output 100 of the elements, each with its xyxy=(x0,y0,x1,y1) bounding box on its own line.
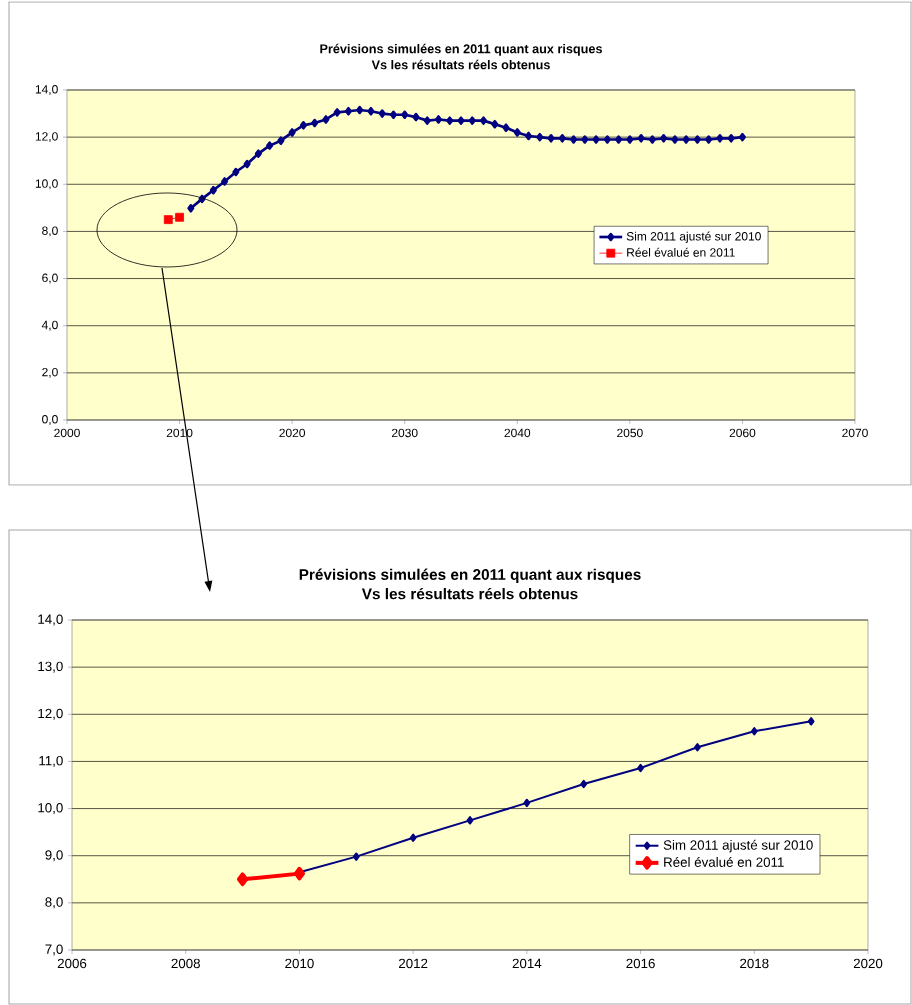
y-tick-label: 10,0 xyxy=(35,179,58,190)
point xyxy=(254,149,262,158)
legend-label: Sim 2011 ajusté sur 2010 xyxy=(626,231,761,243)
point xyxy=(547,134,555,143)
x-tick-label: 2070 xyxy=(842,428,868,438)
point xyxy=(570,135,578,144)
point xyxy=(356,105,364,115)
point xyxy=(525,131,533,141)
point xyxy=(468,116,476,125)
point xyxy=(807,717,815,726)
point xyxy=(466,816,474,825)
y-tick-label: 12,0 xyxy=(38,708,63,720)
point xyxy=(232,167,240,177)
y-tick-label: 4,0 xyxy=(41,320,58,331)
point xyxy=(322,115,330,124)
y-tick-label: 13,0 xyxy=(38,661,63,673)
y-tick-label: 6,0 xyxy=(42,273,58,284)
point xyxy=(409,833,417,842)
point xyxy=(694,743,701,752)
point xyxy=(479,116,488,125)
point xyxy=(660,134,668,143)
y-tick-label: 14,0 xyxy=(35,85,58,95)
point xyxy=(434,115,443,124)
point xyxy=(236,872,249,887)
y-tick-label: 9,0 xyxy=(45,850,63,862)
chart-subtitle: Vs les résultats réels obtenus xyxy=(361,587,578,600)
point xyxy=(389,110,397,120)
point xyxy=(523,798,531,808)
point xyxy=(502,123,510,132)
point xyxy=(536,132,544,142)
point xyxy=(581,135,589,144)
x-tick-label: 2018 xyxy=(740,958,769,969)
point xyxy=(716,134,724,143)
x-tick-label: 2008 xyxy=(171,958,200,969)
point xyxy=(491,119,499,129)
y-tick-label: 2,0 xyxy=(42,367,58,378)
y-tick-label: 7,0 xyxy=(45,944,63,956)
x-tick-label: 2060 xyxy=(729,428,756,438)
x-tick-label: 2016 xyxy=(626,958,655,969)
point xyxy=(209,185,217,195)
point xyxy=(615,135,623,144)
point xyxy=(671,135,679,144)
chart-subtitle: Vs les résultats réels obtenus xyxy=(371,59,550,70)
point xyxy=(648,135,656,144)
point xyxy=(344,106,352,116)
point xyxy=(446,116,454,125)
y-tick-label: 8,0 xyxy=(42,226,58,237)
legend-label: Sim 2011 ajusté sur 2010 xyxy=(663,839,813,853)
x-tick-label: 2040 xyxy=(504,428,531,438)
y-tick-label: 12,0 xyxy=(35,132,58,143)
point xyxy=(705,135,713,144)
point xyxy=(293,866,306,881)
legend-label: Réel évalué en 2011 xyxy=(627,247,735,257)
point xyxy=(163,215,173,225)
point xyxy=(412,112,420,122)
point xyxy=(367,106,375,116)
point xyxy=(352,852,360,861)
point xyxy=(333,108,341,117)
x-tick-label: 2006 xyxy=(57,958,87,969)
point xyxy=(558,134,566,143)
legend-label: Réel évalué en 2011 xyxy=(664,856,784,867)
x-tick-label: 2020 xyxy=(853,958,883,969)
point xyxy=(637,134,645,143)
y-tick-label: 11,0 xyxy=(39,755,63,767)
point xyxy=(243,159,251,169)
x-tick-label: 2050 xyxy=(617,428,643,438)
chart-title: Prévisions simulées en 2011 quant aux risques xyxy=(299,568,641,583)
point xyxy=(592,135,600,144)
y-tick-label: 0,0 xyxy=(42,415,58,425)
chart-title: Prévisions simulées en 2011 quant aux risques xyxy=(320,43,602,56)
x-tick-label: 2020 xyxy=(279,428,306,438)
point xyxy=(750,727,758,736)
point xyxy=(457,116,465,125)
point xyxy=(693,135,701,144)
point xyxy=(311,118,319,128)
point xyxy=(738,132,746,142)
x-tick-label: 2030 xyxy=(391,428,418,438)
x-tick-label: 2014 xyxy=(512,958,542,969)
point xyxy=(727,134,735,143)
point xyxy=(423,116,431,125)
x-tick-label: 2010 xyxy=(285,958,314,969)
x-tick-label: 2012 xyxy=(398,958,428,969)
point xyxy=(288,128,296,137)
point xyxy=(580,779,588,789)
point xyxy=(221,177,229,186)
y-tick-label: 8,0 xyxy=(45,897,63,909)
x-tick-label: 2000 xyxy=(54,428,80,438)
y-tick-label: 10,0 xyxy=(38,803,63,815)
point xyxy=(637,763,644,773)
y-tick-label: 14,0 xyxy=(38,614,63,626)
point xyxy=(266,141,274,150)
point xyxy=(682,135,690,144)
point xyxy=(187,204,195,213)
point xyxy=(378,109,386,118)
point xyxy=(299,121,307,130)
point xyxy=(401,110,409,120)
point xyxy=(277,136,285,145)
point xyxy=(175,212,184,222)
point xyxy=(603,135,611,144)
point xyxy=(513,128,521,137)
